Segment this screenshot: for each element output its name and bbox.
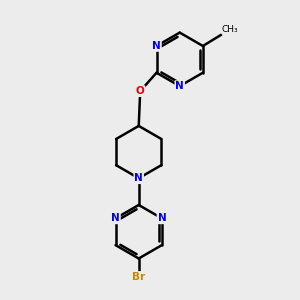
- Text: N: N: [158, 213, 166, 224]
- Text: N: N: [111, 213, 120, 224]
- Text: N: N: [152, 41, 161, 51]
- Text: O: O: [136, 86, 145, 96]
- Text: CH₃: CH₃: [222, 25, 238, 34]
- Text: Br: Br: [132, 272, 145, 282]
- Text: N: N: [175, 81, 184, 91]
- Text: N: N: [134, 173, 143, 183]
